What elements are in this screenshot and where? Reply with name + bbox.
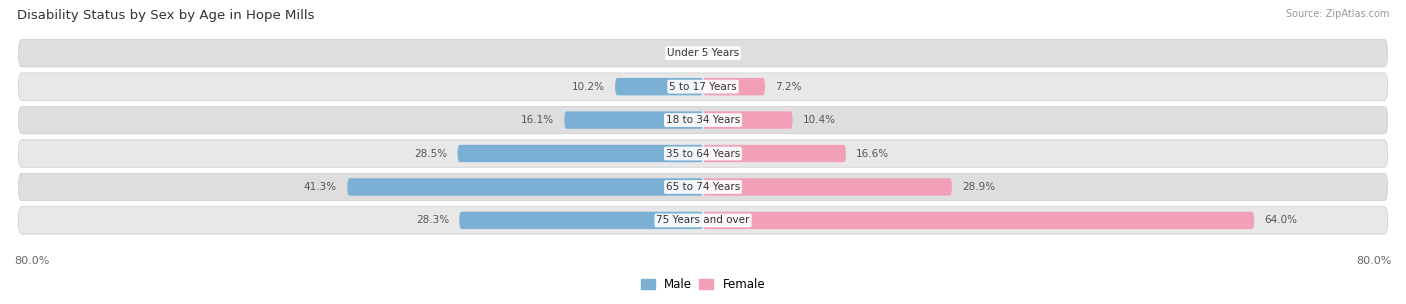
- Text: 41.3%: 41.3%: [304, 182, 337, 192]
- Text: 28.3%: 28.3%: [416, 216, 449, 225]
- FancyBboxPatch shape: [18, 173, 1388, 201]
- FancyBboxPatch shape: [18, 40, 1388, 67]
- Text: 65 to 74 Years: 65 to 74 Years: [666, 182, 740, 192]
- FancyBboxPatch shape: [18, 73, 1388, 100]
- Text: 0.0%: 0.0%: [666, 48, 693, 58]
- Text: 10.4%: 10.4%: [803, 115, 837, 125]
- FancyBboxPatch shape: [703, 111, 793, 129]
- Text: 80.0%: 80.0%: [14, 255, 49, 265]
- Text: Under 5 Years: Under 5 Years: [666, 48, 740, 58]
- Text: 18 to 34 Years: 18 to 34 Years: [666, 115, 740, 125]
- FancyBboxPatch shape: [18, 140, 1388, 167]
- Text: 35 to 64 Years: 35 to 64 Years: [666, 149, 740, 158]
- FancyBboxPatch shape: [616, 78, 703, 95]
- Text: 64.0%: 64.0%: [1264, 216, 1298, 225]
- FancyBboxPatch shape: [460, 212, 703, 229]
- Text: Disability Status by Sex by Age in Hope Mills: Disability Status by Sex by Age in Hope …: [17, 9, 315, 22]
- FancyBboxPatch shape: [18, 207, 1388, 234]
- Text: 7.2%: 7.2%: [775, 82, 801, 92]
- Text: 16.6%: 16.6%: [856, 149, 890, 158]
- FancyBboxPatch shape: [703, 212, 1254, 229]
- Text: 5 to 17 Years: 5 to 17 Years: [669, 82, 737, 92]
- FancyBboxPatch shape: [703, 78, 765, 95]
- Text: 28.5%: 28.5%: [415, 149, 447, 158]
- FancyBboxPatch shape: [564, 111, 703, 129]
- Text: 10.2%: 10.2%: [572, 82, 605, 92]
- Text: 16.1%: 16.1%: [520, 115, 554, 125]
- FancyBboxPatch shape: [18, 106, 1388, 134]
- FancyBboxPatch shape: [703, 178, 952, 196]
- Text: 0.0%: 0.0%: [713, 48, 740, 58]
- Text: 80.0%: 80.0%: [1357, 255, 1392, 265]
- FancyBboxPatch shape: [703, 145, 846, 162]
- Text: Source: ZipAtlas.com: Source: ZipAtlas.com: [1285, 9, 1389, 19]
- FancyBboxPatch shape: [457, 145, 703, 162]
- Text: 75 Years and over: 75 Years and over: [657, 216, 749, 225]
- Legend: Male, Female: Male, Female: [636, 273, 770, 295]
- FancyBboxPatch shape: [347, 178, 703, 196]
- Text: 28.9%: 28.9%: [962, 182, 995, 192]
